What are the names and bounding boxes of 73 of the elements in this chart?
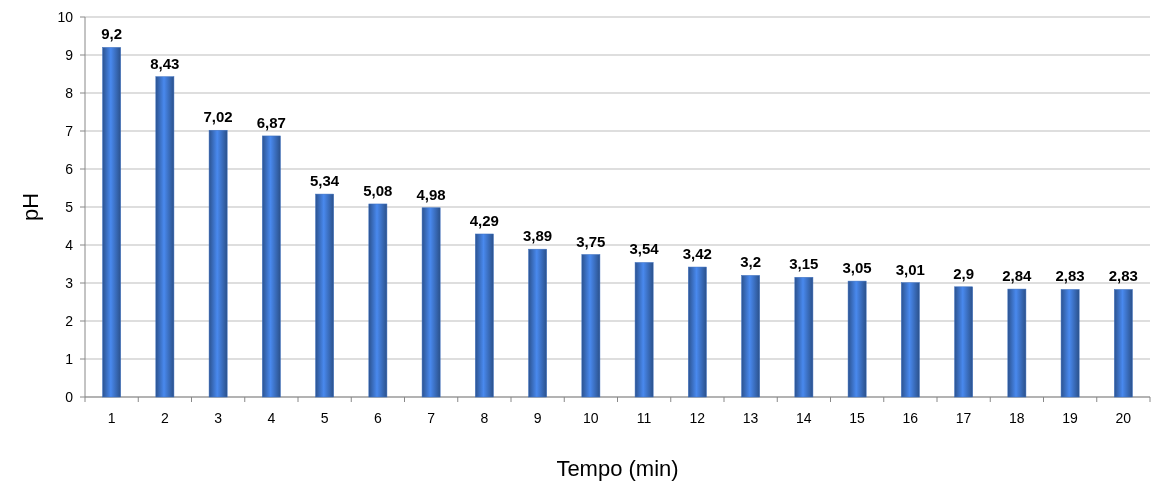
x-tick-label: 2 — [160, 410, 169, 426]
bar — [102, 47, 121, 398]
data-label: 3,89 — [523, 227, 553, 245]
data-label: 4,29 — [469, 211, 499, 229]
data-label: 3,42 — [682, 245, 712, 263]
data-label: 3,54 — [629, 240, 660, 258]
y-tick-label: 9 — [65, 46, 74, 63]
data-label: 2,83 — [1055, 267, 1085, 285]
data-label: 3,2 — [740, 253, 762, 271]
bar — [155, 76, 175, 398]
x-tick-label: 6 — [373, 410, 382, 426]
data-label: 3,05 — [842, 259, 872, 277]
x-tick-label: 4 — [267, 410, 276, 426]
bar — [634, 262, 654, 398]
data-label: 5,08 — [363, 181, 393, 199]
bar — [368, 203, 388, 398]
x-tick-label: 12 — [689, 410, 706, 426]
x-tick-label: 5 — [320, 410, 329, 426]
data-label: 4,98 — [416, 185, 446, 203]
x-tick-label: 9 — [533, 410, 542, 426]
y-tick-label: 2 — [65, 312, 74, 329]
bar — [315, 193, 334, 398]
bar — [1060, 289, 1080, 398]
x-tick-label: 19 — [1062, 410, 1079, 426]
x-tick-label: 13 — [742, 410, 759, 426]
bar — [262, 135, 281, 398]
bar — [1114, 289, 1133, 398]
x-tick-label: 17 — [955, 410, 972, 426]
x-axis-title: Tempo (min) — [556, 456, 679, 481]
data-label: 3,01 — [895, 260, 925, 278]
x-tick-label: 10 — [583, 410, 599, 426]
x-tick-label: 11 — [636, 410, 652, 426]
x-tick-label: 14 — [796, 410, 812, 426]
bar — [847, 280, 867, 398]
x-tick-label: 16 — [902, 410, 919, 426]
y-tick-label: 7 — [65, 122, 74, 139]
bar — [741, 275, 760, 398]
bar — [901, 282, 920, 398]
y-tick-label: 4 — [65, 236, 74, 253]
bar — [581, 254, 601, 398]
y-tick-label: 1 — [65, 350, 74, 367]
y-tick-label: 10 — [57, 8, 74, 25]
data-label: 2,84 — [1002, 267, 1033, 285]
y-tick-label: 6 — [65, 160, 74, 177]
x-tick-label: 7 — [427, 410, 436, 426]
x-tick-label: 1 — [107, 410, 116, 426]
data-label: 3,75 — [576, 232, 606, 250]
data-label: 2,83 — [1108, 267, 1138, 285]
x-tick-label: 8 — [480, 410, 489, 426]
x-tick-label: 15 — [849, 410, 866, 426]
y-tick-label: 3 — [65, 274, 74, 291]
data-label: 3,15 — [789, 255, 819, 273]
bar — [688, 266, 707, 398]
data-label: 9,2 — [101, 25, 123, 43]
x-tick-label: 3 — [214, 410, 223, 426]
y-tick-label: 8 — [65, 84, 74, 101]
data-label: 6,87 — [256, 113, 286, 131]
bar — [794, 277, 814, 398]
bar — [1007, 288, 1027, 398]
data-label: 8,43 — [150, 54, 180, 72]
bar — [421, 207, 441, 398]
y-axis-title: pH — [18, 192, 43, 222]
data-label: 5,34 — [310, 172, 340, 190]
x-tick-label: 20 — [1115, 410, 1132, 426]
bar — [475, 233, 494, 398]
bar — [954, 286, 973, 398]
y-tick-label: 0 — [65, 388, 74, 405]
x-tick-label: 18 — [1009, 410, 1025, 426]
data-label: 2,9 — [953, 264, 975, 282]
bar — [208, 129, 228, 398]
bar — [528, 248, 547, 398]
data-label: 7,02 — [203, 108, 233, 126]
y-tick-label: 5 — [65, 198, 74, 215]
